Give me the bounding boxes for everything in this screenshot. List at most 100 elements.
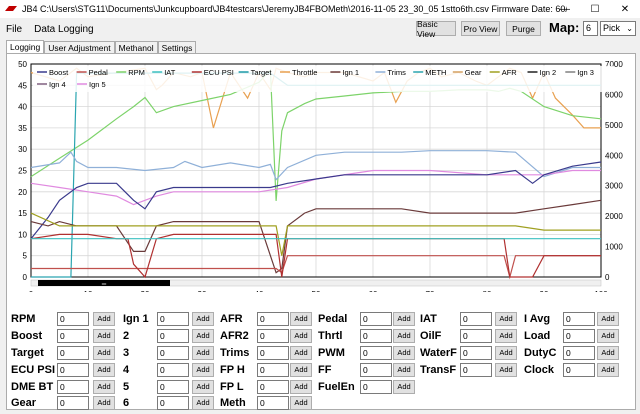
legend-label: Boost <box>49 68 69 77</box>
tab-user-adjustment[interactable]: User Adjustment <box>44 41 115 54</box>
tab-methanol[interactable]: Methanol <box>114 41 158 54</box>
add-channel-button[interactable]: Add <box>495 329 517 343</box>
add-channel-button[interactable]: Add <box>93 346 115 360</box>
add-channel-button[interactable]: Add <box>192 312 214 326</box>
add-channel-button[interactable]: Add <box>192 363 214 377</box>
menu-data-logging[interactable]: Data Logging <box>34 23 94 35</box>
channel-value-field[interactable]: 0 <box>257 346 289 360</box>
add-channel-button[interactable]: Add <box>192 380 214 394</box>
channel-label: OilF <box>420 330 442 342</box>
channel-value-field[interactable]: 0 <box>157 346 189 360</box>
add-channel-button[interactable]: Add <box>290 329 312 343</box>
add-channel-button[interactable]: Add <box>93 363 115 377</box>
channel-value-field[interactable]: 0 <box>157 363 189 377</box>
channel-value-field[interactable]: 0 <box>57 312 89 326</box>
channel-value-field[interactable]: 0 <box>157 312 189 326</box>
channel-value-field[interactable]: 0 <box>257 380 289 394</box>
menu-file[interactable]: File <box>6 23 23 35</box>
channel-value-field[interactable]: 0 <box>360 363 392 377</box>
channel-value-field[interactable]: 0 <box>57 380 89 394</box>
maximize-button[interactable]: ☐ <box>590 3 600 15</box>
add-channel-button[interactable]: Add <box>597 363 619 377</box>
tab-strip: Logging User Adjustment Methanol Setting… <box>6 40 197 54</box>
add-channel-button[interactable]: Add <box>597 346 619 360</box>
add-channel-button[interactable]: Add <box>192 329 214 343</box>
chart-scrollbar[interactable] <box>30 279 602 287</box>
x-tick-label: 80 <box>483 290 492 292</box>
add-channel-button[interactable]: Add <box>393 363 415 377</box>
add-channel-button[interactable]: Add <box>290 312 312 326</box>
channel-label: Clock <box>524 364 554 376</box>
channel-label: Boost <box>11 330 43 342</box>
legend-label: Ign 4 <box>49 80 66 89</box>
add-channel-button[interactable]: Add <box>290 380 312 394</box>
channel-value-field[interactable]: 0 <box>257 396 289 410</box>
chevron-down-icon: ⌄ <box>626 24 633 33</box>
add-channel-button[interactable]: Add <box>597 329 619 343</box>
map-input[interactable]: 6 <box>583 21 598 36</box>
pro-view-button[interactable]: Pro View <box>461 21 500 36</box>
add-channel-button[interactable]: Add <box>93 380 115 394</box>
channel-value-field[interactable]: 0 <box>360 312 392 326</box>
channel-value-field[interactable]: 0 <box>360 329 392 343</box>
channel-value-field[interactable]: 0 <box>563 363 595 377</box>
add-channel-button[interactable]: Add <box>290 396 312 410</box>
scrollbar-thumb[interactable] <box>38 280 170 286</box>
channel-value-field[interactable]: 0 <box>157 396 189 410</box>
channel-label: Gear <box>11 397 37 409</box>
y-right-tick-label: 5000 <box>605 121 623 130</box>
basic-view-button[interactable]: Basic View <box>416 19 456 39</box>
add-channel-button[interactable]: Add <box>495 312 517 326</box>
add-channel-button[interactable]: Add <box>93 329 115 343</box>
y-left-tick-label: 30 <box>18 145 27 154</box>
tab-settings[interactable]: Settings <box>157 41 197 54</box>
channel-label: 6 <box>123 397 130 409</box>
channel-value-field[interactable]: 0 <box>257 363 289 377</box>
channel-value-field[interactable]: 0 <box>460 346 492 360</box>
legend-label: Gear <box>465 68 482 77</box>
add-channel-button[interactable]: Add <box>495 346 517 360</box>
channel-value-field[interactable]: 0 <box>57 346 89 360</box>
app-logo-icon <box>4 4 18 14</box>
channel-value-field[interactable]: 0 <box>563 329 595 343</box>
add-channel-button[interactable]: Add <box>495 363 517 377</box>
channel-value-field[interactable]: 0 <box>360 380 392 394</box>
y-left-tick-label: 45 <box>18 81 27 90</box>
close-button[interactable]: ✕ <box>620 3 630 15</box>
channel-value-field[interactable]: 0 <box>57 363 89 377</box>
tab-logging[interactable]: Logging <box>6 40 45 54</box>
legend-label: AFR <box>502 68 518 77</box>
channel-value-field[interactable]: 0 <box>360 346 392 360</box>
add-channel-button[interactable]: Add <box>393 380 415 394</box>
add-channel-button[interactable]: Add <box>597 312 619 326</box>
add-channel-button[interactable]: Add <box>192 396 214 410</box>
pick-select[interactable]: Pick ⌄ <box>600 21 636 36</box>
channel-value-field[interactable]: 0 <box>57 329 89 343</box>
channel-value-field[interactable]: 0 <box>257 312 289 326</box>
channel-value-field[interactable]: 0 <box>460 363 492 377</box>
channel-value-field[interactable]: 0 <box>563 346 595 360</box>
x-tick-label: 100 <box>594 290 608 292</box>
add-channel-button[interactable]: Add <box>393 346 415 360</box>
add-channel-button[interactable]: Add <box>93 312 115 326</box>
channel-label: 3 <box>123 347 130 359</box>
add-channel-button[interactable]: Add <box>290 346 312 360</box>
channel-value-field[interactable]: 0 <box>563 312 595 326</box>
add-channel-button[interactable]: Add <box>192 346 214 360</box>
channel-value-field[interactable]: 0 <box>157 380 189 394</box>
channel-value-field[interactable]: 0 <box>460 329 492 343</box>
purge-button[interactable]: Purge <box>506 21 541 36</box>
channel-label: DME BT <box>11 381 54 393</box>
x-tick-label: 10 <box>84 290 93 292</box>
add-channel-button[interactable]: Add <box>393 329 415 343</box>
x-tick-label: 30 <box>198 290 207 292</box>
channel-value-field[interactable]: 0 <box>157 329 189 343</box>
channel-value-field[interactable]: 0 <box>460 312 492 326</box>
channel-label: FP H <box>220 364 245 376</box>
channel-value-field[interactable]: 0 <box>257 329 289 343</box>
add-channel-button[interactable]: Add <box>290 363 312 377</box>
add-channel-button[interactable]: Add <box>93 396 115 410</box>
add-channel-button[interactable]: Add <box>393 312 415 326</box>
channel-value-field[interactable]: 0 <box>57 396 89 410</box>
minimize-button[interactable]: — <box>560 3 570 15</box>
